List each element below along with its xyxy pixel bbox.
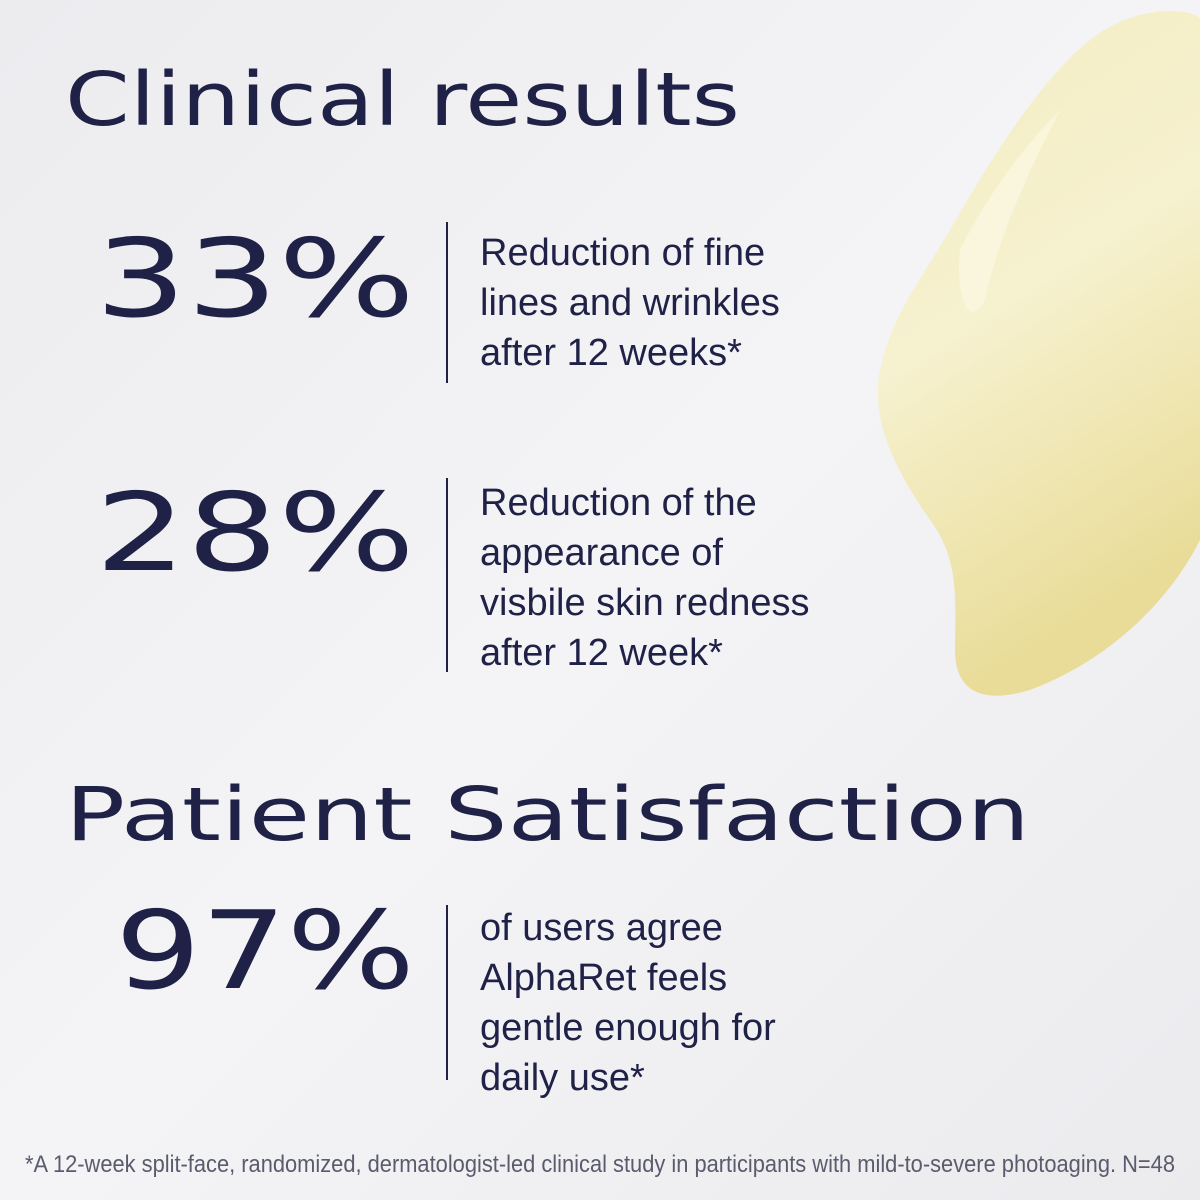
stat-description: of users agree (480, 907, 723, 949)
section-title: Patient Satisfaction (65, 772, 1030, 858)
stat-description: appearance of (480, 532, 723, 574)
cream-swatch (877, 11, 1200, 696)
stat-row: 97% of users agree AlphaRet feels gentle… (115, 889, 776, 1099)
stat-description: gentle enough for (480, 1007, 776, 1049)
stat-row: 33% Reduction of fine lines and wrinkles… (95, 217, 780, 383)
stat-figure: 28% (95, 471, 415, 596)
stat-figure: 33% (95, 217, 415, 342)
stat-description: daily use* (480, 1057, 645, 1099)
stat-description: lines and wrinkles (480, 282, 780, 324)
stat-description: AlphaRet feels (480, 957, 727, 999)
stat-description: after 12 week* (480, 632, 723, 674)
stat-description: visbile skin redness (480, 582, 809, 624)
cream-highlight (959, 110, 1060, 312)
stat-description: Reduction of fine (480, 232, 765, 274)
stat-description: after 12 weeks* (480, 332, 742, 374)
footnote: *A 12-week split-face, randomized, derma… (25, 1151, 1175, 1178)
section-title: Clinical results (65, 57, 740, 143)
stat-row: 28% Reduction of the appearance of visbi… (95, 471, 809, 674)
stat-description: Reduction of the (480, 482, 757, 524)
stat-figure: 97% (115, 889, 415, 1014)
